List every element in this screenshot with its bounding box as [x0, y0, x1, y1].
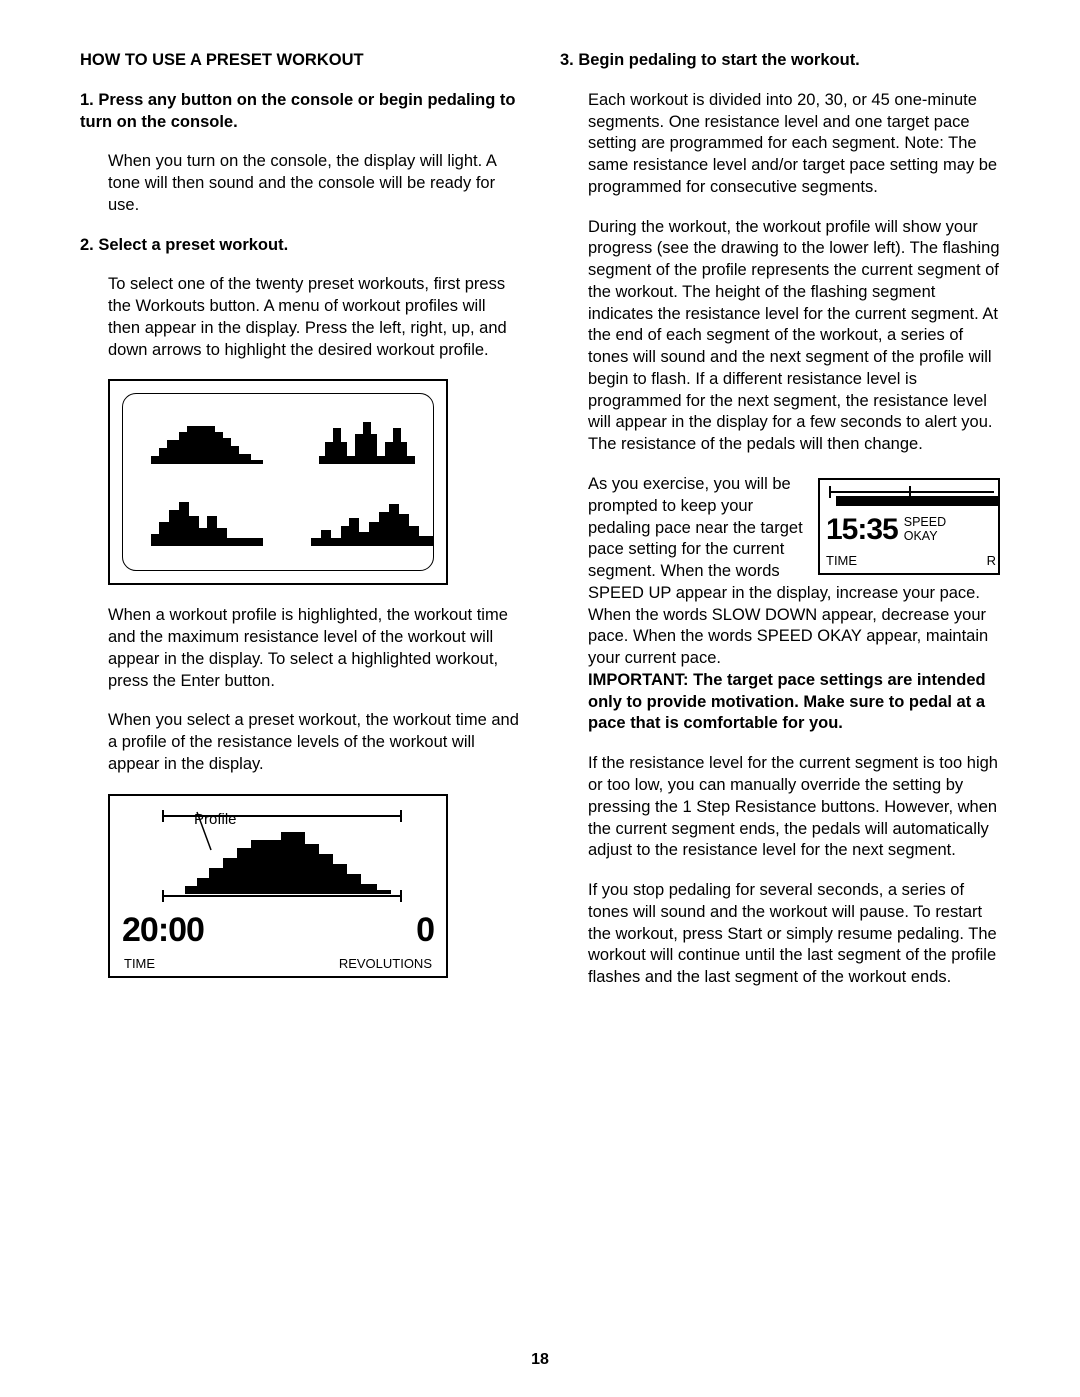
profile-shape-3: [143, 494, 263, 546]
profile-shape-2: [313, 412, 423, 464]
page-number: 18: [0, 1351, 1080, 1369]
step3-body4: If the resistance level for the current …: [588, 753, 1000, 862]
step1-body: When you turn on the console, the displa…: [108, 151, 520, 216]
display-time-label: TIME: [124, 955, 155, 972]
display-time-value: 20:00: [122, 908, 204, 953]
step1-heading: 1. Press any button on the console or be…: [80, 90, 520, 134]
step3-important: IMPORTANT: The target pace settings are …: [588, 671, 986, 733]
pace-time-label: TIME: [826, 552, 857, 569]
step3-body5: If you stop pedaling for several seconds…: [588, 880, 1000, 989]
display-figure: Profile 20:00 0: [108, 794, 448, 978]
step2-body1: To select one of the twenty preset worko…: [108, 274, 520, 361]
profile-shape-4: [303, 494, 433, 546]
step2-body2: When a workout profile is highlighted, t…: [108, 605, 520, 692]
step3-body1: Each workout is divided into 20, 30, or …: [588, 90, 1000, 199]
left-column: HOW TO USE A PRESET WORKOUT 1. Press any…: [80, 50, 520, 1007]
right-column: 3. Begin pedaling to start the workout. …: [560, 50, 1000, 1007]
step2-body3: When you select a preset workout, the wo…: [108, 710, 520, 775]
profile-label: Profile: [194, 810, 237, 830]
display-rev-label: REVOLUTIONS: [339, 955, 432, 972]
pace-time-value: 15:35: [826, 510, 898, 550]
pace-display-figure: 15:35 SPEED OKAY TIME R: [818, 478, 1000, 575]
mini-profile-bar: [826, 486, 998, 508]
profiles-figure: [108, 379, 448, 585]
main-heading: HOW TO USE A PRESET WORKOUT: [80, 50, 520, 72]
profile-shape-1: [143, 412, 263, 464]
profile-chart: [133, 806, 423, 906]
display-rev-value: 0: [416, 908, 434, 953]
pace-r-label: R: [987, 552, 996, 569]
step3-heading: 3. Begin pedaling to start the workout.: [560, 50, 1000, 72]
pace-okay-label: OKAY: [904, 529, 938, 543]
step2-heading: 2. Select a preset workout.: [80, 235, 520, 257]
pace-speed-label: SPEED: [904, 515, 946, 529]
step3-body2: During the workout, the workout profile …: [588, 217, 1000, 456]
